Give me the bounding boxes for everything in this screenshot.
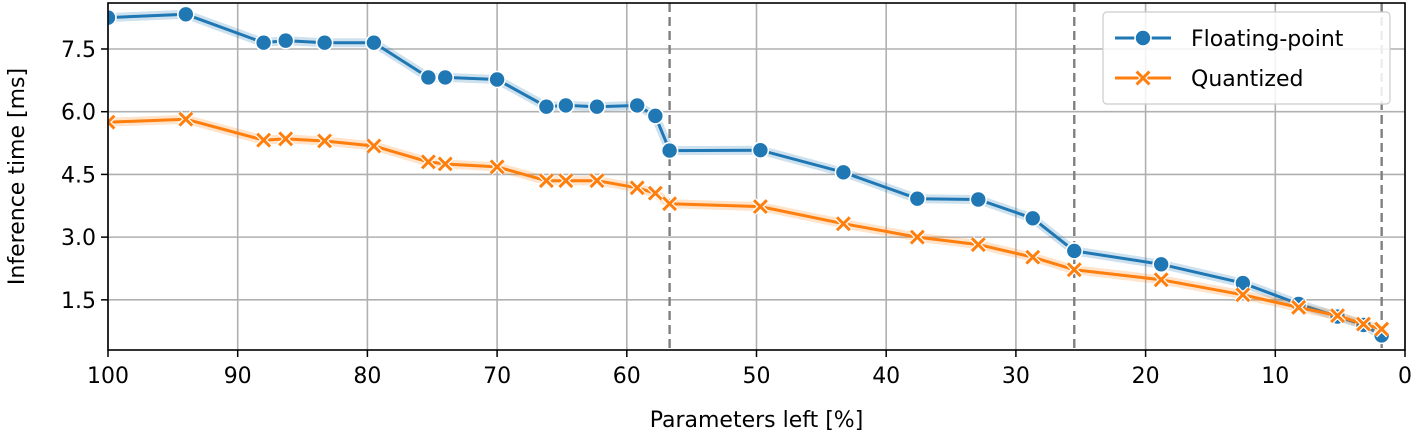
data-point [436, 68, 455, 87]
data-point [1373, 320, 1390, 338]
y-tick-label: 6.0 [61, 101, 96, 126]
data-point [1065, 261, 1083, 279]
data-point [1152, 255, 1170, 274]
data-point [277, 130, 295, 148]
data-point [969, 236, 987, 253]
data-point [661, 195, 678, 213]
data-point [538, 172, 555, 190]
x-tick-label: 90 [224, 364, 252, 389]
data-point [969, 190, 988, 209]
data-point [1065, 242, 1084, 260]
legend-entry: Quantized [1115, 67, 1303, 92]
data-point [646, 184, 664, 202]
data-point [1134, 69, 1152, 87]
y-tick-label: 1.5 [61, 289, 96, 314]
data-point [1023, 209, 1042, 228]
data-point [1134, 29, 1152, 47]
x-tick-label: 100 [87, 364, 129, 389]
data-point [1290, 299, 1307, 316]
data-point [177, 5, 195, 24]
x-tick-label: 10 [1261, 364, 1289, 389]
data-point [628, 179, 646, 197]
data-point [254, 33, 273, 52]
data-point [557, 96, 575, 115]
data-point [177, 110, 195, 128]
x-tick-label: 80 [353, 364, 381, 389]
data-point [588, 97, 606, 116]
x-tick-label: 40 [872, 364, 900, 389]
data-point [908, 228, 926, 246]
x-tick-label: 30 [1002, 364, 1030, 389]
data-point [255, 131, 272, 149]
data-point [588, 172, 606, 190]
y-tick-label: 4.5 [61, 163, 96, 188]
data-point [752, 198, 769, 215]
x-axis-ticks: 100 90 80 70 60 50 40 30 20 10 0 [87, 350, 1412, 389]
data-point [835, 215, 852, 233]
data-point [646, 107, 665, 125]
y-axis-ticks: 1.5 3.0 4.5 6.0 7.5 [61, 38, 108, 314]
data-point [537, 97, 556, 116]
series-group [108, 5, 1391, 345]
data-point [557, 172, 575, 190]
legend-label: Floating-point [1191, 27, 1344, 52]
data-point [276, 31, 295, 50]
y-axis-label: Inference time [ms] [5, 68, 30, 285]
legend-box [1102, 11, 1391, 105]
data-point [908, 189, 927, 208]
x-tick-label: 50 [743, 364, 771, 389]
data-point [108, 8, 117, 27]
data-point [315, 33, 334, 52]
data-point [751, 141, 770, 159]
data-point [419, 68, 438, 87]
series-quantized [108, 110, 1390, 338]
data-point [1024, 248, 1042, 266]
x-tick-label: 0 [1398, 364, 1412, 389]
data-point [1234, 286, 1252, 304]
x-tick-label: 70 [483, 364, 511, 389]
data-point [660, 141, 679, 160]
data-point [316, 132, 333, 150]
data-point [365, 137, 383, 155]
x-tick-label: 20 [1132, 364, 1160, 389]
x-axis-label: Parameters left [%] [650, 408, 864, 433]
y-tick-label: 3.0 [61, 226, 96, 251]
data-point [628, 96, 646, 115]
data-point [834, 163, 853, 182]
data-point [420, 153, 437, 171]
legend-entry: Floating-point [1115, 27, 1344, 52]
data-point [436, 155, 454, 173]
data-point [488, 158, 506, 176]
legend-label: Quantized [1191, 67, 1303, 92]
data-point [1329, 307, 1346, 325]
legend: Floating-point Quantized [1102, 11, 1391, 105]
data-point [1355, 315, 1372, 333]
data-point [1152, 271, 1170, 289]
y-tick-label: 7.5 [61, 38, 96, 63]
data-point [365, 33, 383, 52]
x-tick-label: 60 [613, 364, 641, 389]
data-point [488, 70, 506, 89]
data-point [108, 113, 117, 131]
